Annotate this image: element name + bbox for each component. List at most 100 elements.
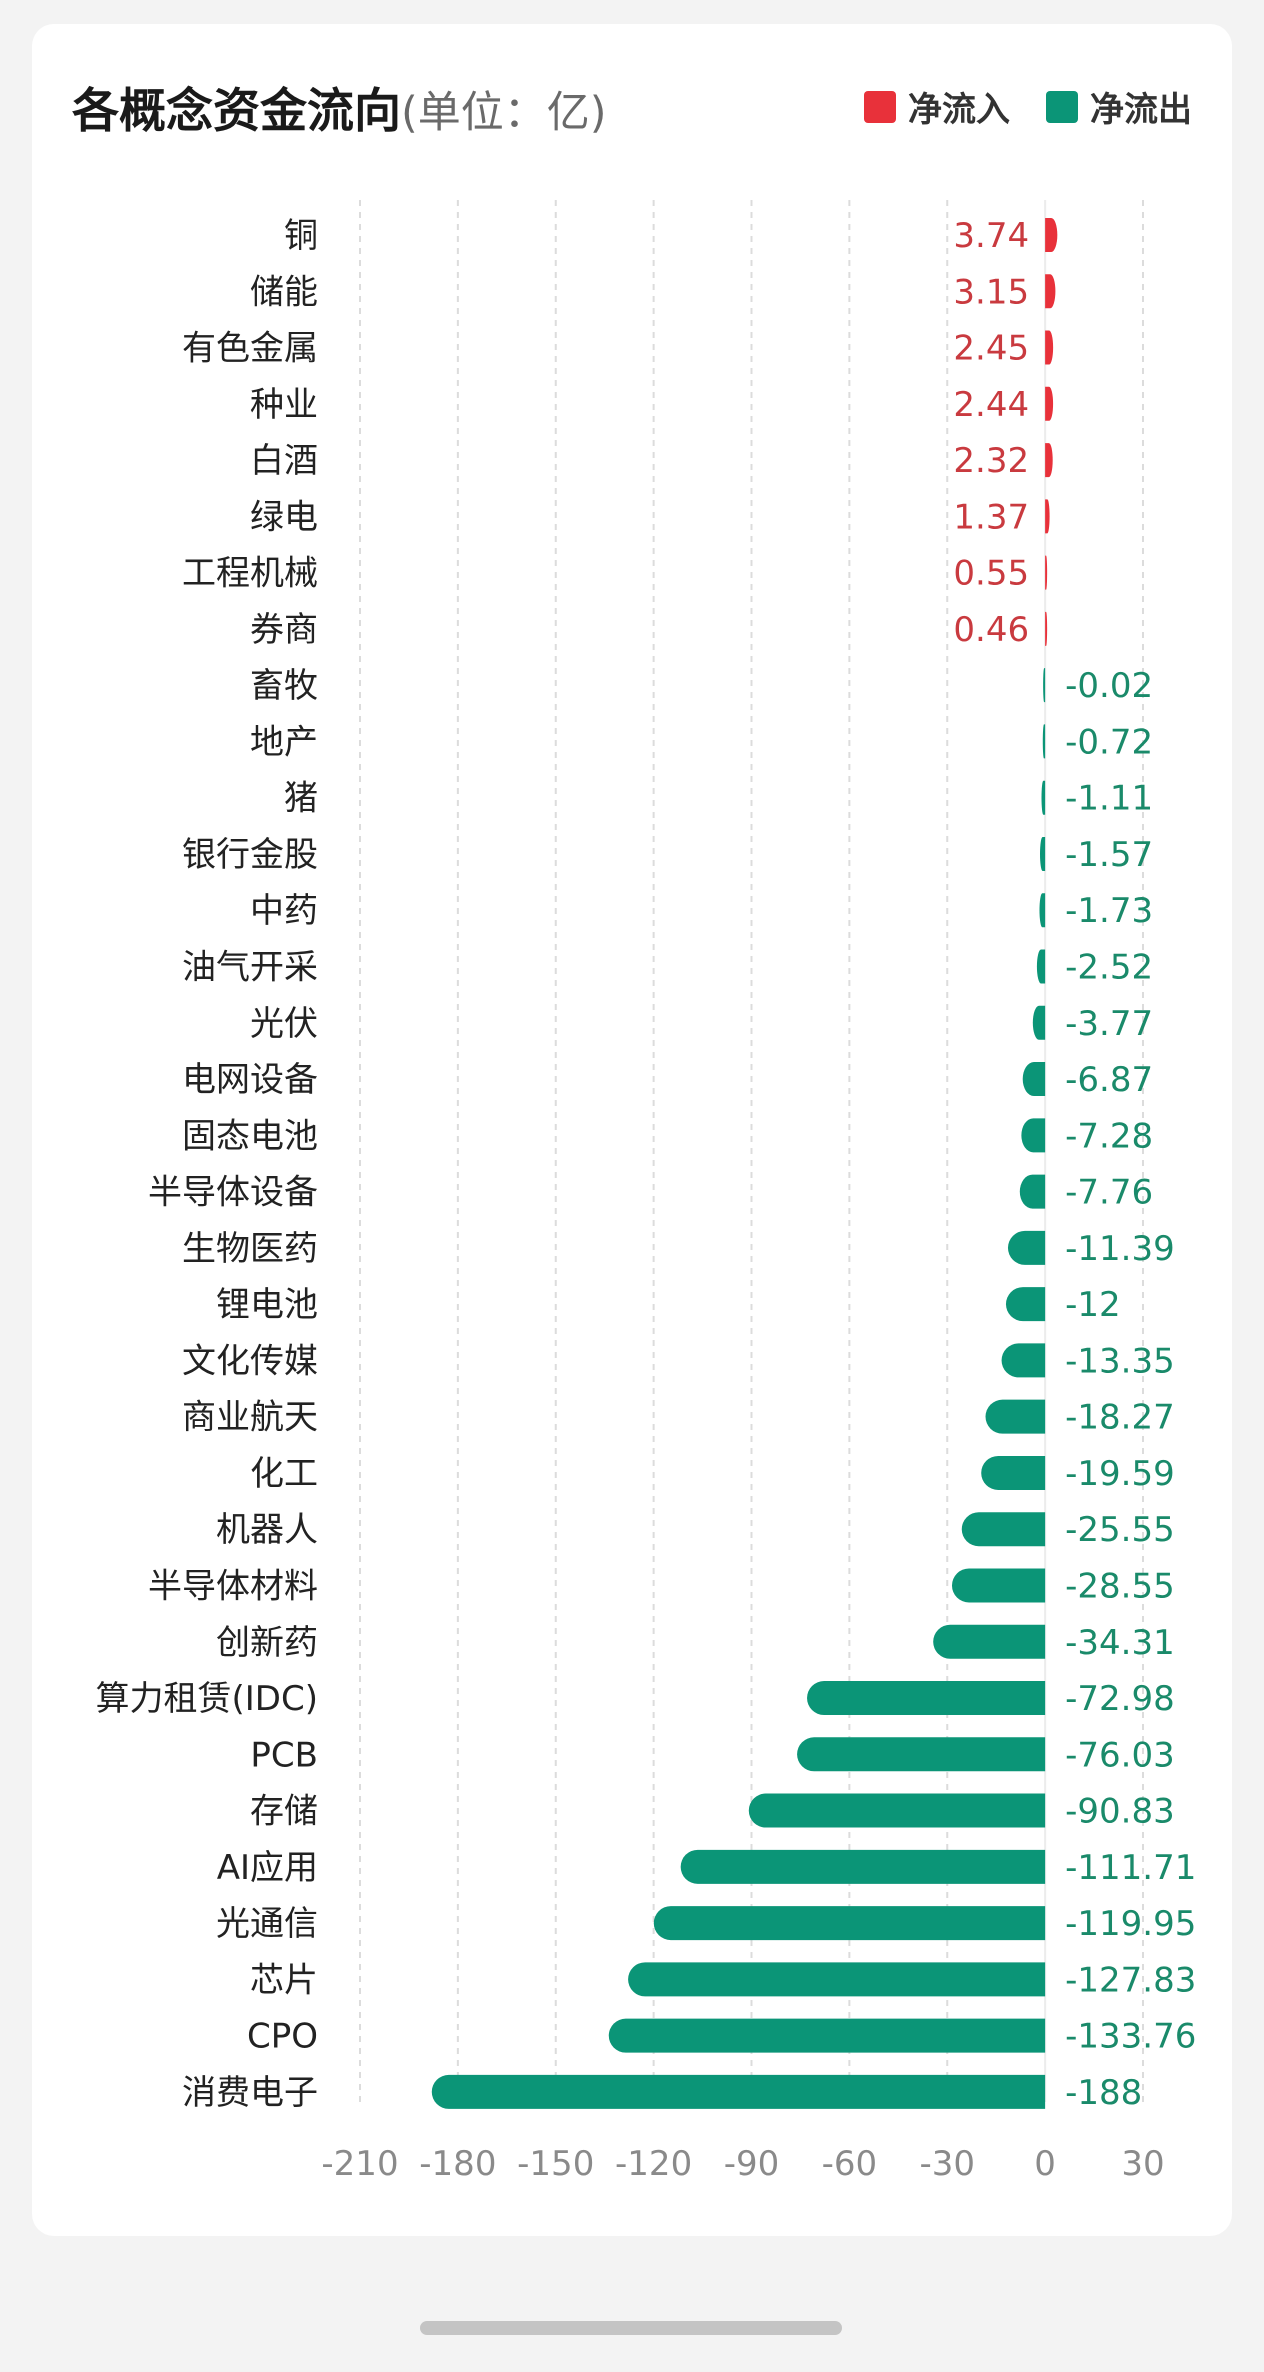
value-label: -34.31 (1065, 1623, 1175, 1663)
category-label: AI应用 (217, 1848, 318, 1888)
x-tick-label: -30 (919, 2144, 975, 2184)
value-label: -188 (1065, 2073, 1142, 2113)
bar (1021, 1118, 1045, 1152)
category-label: 畜牧 (250, 666, 318, 706)
x-tick-label: 30 (1121, 2144, 1164, 2184)
value-label: -90.83 (1065, 1792, 1175, 1832)
value-label: -76.03 (1065, 1735, 1175, 1775)
category-label: 光伏 (250, 1004, 318, 1044)
bar (1045, 443, 1053, 477)
bar (1020, 1175, 1045, 1209)
bar (1002, 1343, 1046, 1377)
bar (1008, 1231, 1045, 1265)
bar (609, 2019, 1045, 2053)
bar (807, 1681, 1045, 1715)
bar (1043, 668, 1045, 702)
category-label: 芯片 (250, 1960, 318, 2000)
category-label: 券商 (250, 610, 318, 650)
category-label: 光通信 (216, 1904, 318, 1944)
x-tick-label: -150 (517, 2144, 594, 2184)
bar (432, 2075, 1045, 2109)
bar (1023, 1062, 1045, 1096)
category-label: 消费电子 (182, 2073, 318, 2113)
bar (1045, 274, 1055, 308)
value-label: -0.72 (1065, 722, 1153, 762)
category-label: 种业 (250, 385, 318, 425)
category-label: 白酒 (250, 441, 318, 481)
value-label: -0.02 (1065, 666, 1153, 706)
value-label: 2.32 (953, 441, 1029, 481)
value-label: 0.55 (953, 554, 1029, 594)
category-label: 绿电 (250, 497, 318, 537)
value-label: -11.39 (1065, 1229, 1175, 1269)
category-label: 电网设备 (182, 1060, 318, 1100)
bar (1045, 612, 1047, 646)
value-label: 2.44 (953, 385, 1029, 425)
bar (933, 1625, 1045, 1659)
bar (1043, 724, 1045, 758)
bar (1042, 781, 1046, 815)
category-label: 油气开采 (182, 948, 318, 988)
value-label: -12 (1065, 1285, 1121, 1325)
value-label: -3.77 (1065, 1004, 1153, 1044)
category-label: PCB (250, 1735, 318, 1775)
bar (1045, 331, 1053, 365)
value-label: -127.83 (1065, 1960, 1196, 2000)
x-tick-label: -180 (419, 2144, 496, 2184)
bar (1037, 950, 1045, 984)
bar (749, 1794, 1045, 1828)
category-label: 地产 (250, 722, 318, 762)
value-label: -2.52 (1065, 948, 1153, 988)
value-label: -18.27 (1065, 1398, 1175, 1438)
category-label: 猪 (284, 779, 318, 819)
category-label: 锂电池 (216, 1285, 318, 1325)
value-label: -111.71 (1065, 1848, 1196, 1888)
value-label: -1.73 (1065, 891, 1153, 931)
x-tick-label: 0 (1034, 2144, 1056, 2184)
x-tick-label: -210 (321, 2144, 398, 2184)
category-label: CPO (247, 2017, 318, 2057)
category-label: 银行金股 (182, 835, 318, 875)
bar (1039, 893, 1045, 927)
category-label: 储能 (250, 272, 318, 312)
bar (981, 1456, 1045, 1490)
value-label: -7.76 (1065, 1173, 1153, 1213)
x-tick-label: -90 (724, 2144, 780, 2184)
category-label: 生物医药 (182, 1229, 318, 1269)
category-label: 机器人 (216, 1510, 318, 1550)
value-label: 3.74 (953, 216, 1029, 256)
category-label: 创新药 (216, 1623, 318, 1663)
bar (1006, 1287, 1045, 1321)
category-label: 商业航天 (182, 1398, 318, 1438)
value-label: 3.15 (953, 272, 1029, 312)
x-tick-label: -120 (615, 2144, 692, 2184)
category-label: 铜 (284, 216, 318, 256)
bar (681, 1850, 1045, 1884)
bar (1045, 556, 1047, 590)
category-label: 半导体设备 (148, 1173, 318, 1213)
value-label: -25.55 (1065, 1510, 1175, 1550)
value-label: -72.98 (1065, 1679, 1175, 1719)
value-label: -119.95 (1065, 1904, 1196, 1944)
category-label: 有色金属 (182, 329, 318, 369)
bar (1033, 1006, 1045, 1040)
bar (797, 1737, 1045, 1771)
value-label: -19.59 (1065, 1454, 1175, 1494)
category-label: 化工 (250, 1454, 318, 1494)
category-label: 工程机械 (182, 554, 318, 594)
category-label: 固态电池 (182, 1116, 318, 1156)
home-indicator[interactable] (420, 2321, 842, 2335)
bar (654, 1906, 1045, 1940)
bar (1045, 499, 1049, 533)
bar (1045, 387, 1053, 421)
value-label: -1.57 (1065, 835, 1153, 875)
value-label: -6.87 (1065, 1060, 1153, 1100)
value-label: 1.37 (953, 497, 1029, 537)
value-label: 2.45 (953, 329, 1029, 369)
bar (628, 1962, 1045, 1996)
value-label: -133.76 (1065, 2017, 1196, 2057)
category-label: 半导体材料 (148, 1566, 318, 1606)
bar (962, 1512, 1045, 1546)
category-label: 存储 (250, 1792, 318, 1832)
